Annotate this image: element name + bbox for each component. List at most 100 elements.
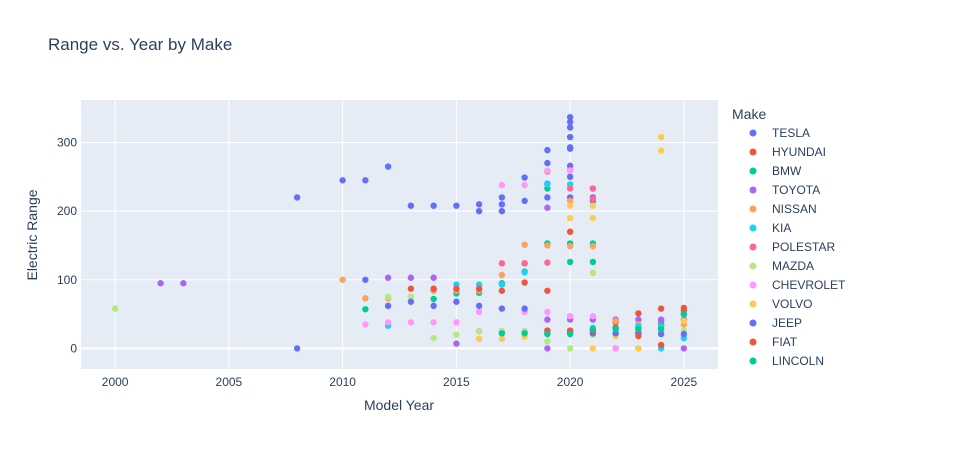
y-tick-label: 100	[57, 273, 77, 287]
data-point	[498, 271, 506, 279]
legend-marker	[749, 281, 757, 289]
data-point	[589, 185, 597, 192]
data-point	[384, 293, 392, 301]
data-point	[635, 325, 642, 333]
y-tick-labels: 0 100 200 300	[57, 136, 77, 356]
legend-item-toyota[interactable]: TOYOTA	[749, 183, 821, 197]
data-point	[544, 181, 551, 188]
data-point	[521, 181, 528, 189]
data-point	[566, 258, 574, 266]
data-point	[544, 204, 551, 211]
legend-label: POLESTAR	[772, 240, 835, 254]
legend-item-polestar[interactable]: POLESTAR	[749, 240, 836, 254]
data-point	[521, 305, 528, 312]
legend-item-fiat[interactable]: FIAT	[749, 335, 798, 349]
data-point	[566, 197, 574, 205]
legend-label: MAZDA	[772, 259, 814, 273]
data-point	[544, 330, 551, 338]
legend-items: TESLA HYUNDAI BMW TOYOTA NISSAN KIA POLESTAR MA…	[749, 126, 847, 368]
data-point	[498, 201, 506, 208]
data-point	[589, 312, 597, 320]
data-point	[498, 207, 506, 215]
legend-item-volvo[interactable]: VOLVO	[749, 297, 813, 311]
data-point	[521, 241, 528, 248]
data-point	[384, 319, 392, 326]
x-tick-label: 2015	[443, 375, 470, 389]
legend-marker	[749, 338, 757, 346]
legend-item-mazda[interactable]: MAZDA	[749, 259, 815, 273]
legend-label: TESLA	[772, 126, 810, 140]
x-axis-label: Model Year	[364, 397, 434, 413]
data-point	[589, 345, 597, 352]
legend-item-chevrolet[interactable]: CHEVROLET	[749, 278, 847, 292]
data-point	[362, 321, 369, 328]
chart-title: Range vs. Year by Make	[48, 35, 232, 54]
data-point	[384, 274, 392, 281]
data-point	[430, 285, 437, 292]
data-point	[589, 202, 597, 209]
legend-item-nissan[interactable]: NISSAN	[749, 202, 817, 216]
data-point	[293, 194, 301, 201]
data-point	[566, 242, 574, 250]
legend-label: KIA	[772, 221, 791, 235]
data-point	[407, 293, 415, 301]
data-point	[657, 305, 665, 312]
data-point	[339, 276, 346, 283]
data-point	[498, 305, 506, 312]
data-point	[566, 214, 574, 222]
legend-label: LINCOLN	[772, 354, 824, 368]
data-point	[680, 345, 688, 352]
data-point	[566, 124, 574, 131]
data-point	[566, 145, 574, 152]
legend-item-bmw[interactable]: BMW	[749, 164, 803, 178]
legend-item-kia[interactable]: KIA	[749, 221, 792, 235]
x-tick-label: 2000	[102, 375, 129, 389]
data-point	[475, 285, 483, 292]
data-point	[475, 302, 483, 310]
data-point	[589, 195, 597, 203]
legend-marker	[749, 357, 757, 365]
data-point	[475, 201, 483, 208]
grid-lines	[81, 100, 718, 369]
data-point	[680, 317, 688, 325]
data-point	[544, 316, 551, 323]
data-point	[544, 308, 551, 316]
legend-item-jeep[interactable]: JEEP	[749, 316, 803, 330]
data-point	[475, 308, 483, 316]
y-axis-label: Electric Range	[24, 189, 40, 280]
data-point	[521, 330, 528, 337]
y-tick-label: 0	[70, 341, 77, 355]
data-point	[521, 260, 528, 267]
legend-item-hyundai[interactable]: HYUNDAI	[749, 145, 827, 159]
data-point	[362, 295, 369, 302]
data-point	[453, 319, 460, 326]
data-points	[111, 113, 688, 352]
data-point	[362, 306, 369, 313]
data-point	[498, 194, 506, 201]
data-point	[521, 269, 528, 276]
legend-label: NISSAN	[772, 202, 817, 216]
data-point	[498, 287, 506, 294]
x-tick-labels: 2000 2005 2010 2015 2020 2025	[102, 375, 698, 389]
data-point	[475, 207, 483, 215]
legend-label: JEEP	[772, 316, 802, 330]
data-point	[566, 133, 574, 141]
data-point	[407, 298, 415, 305]
data-point	[657, 325, 665, 333]
data-point	[384, 163, 392, 170]
data-point	[430, 319, 437, 326]
data-point	[430, 334, 437, 342]
data-point	[498, 260, 506, 267]
data-point	[612, 325, 619, 333]
x-tick-label: 2025	[671, 375, 698, 389]
legend-label: HYUNDAI	[772, 145, 826, 159]
data-point	[566, 202, 574, 209]
plot-area	[81, 100, 718, 369]
data-point	[157, 280, 164, 287]
legend-item-lincoln[interactable]: LINCOLN	[749, 354, 825, 368]
data-point	[544, 287, 551, 294]
data-point	[430, 295, 437, 303]
legend-item-tesla[interactable]: TESLA	[749, 126, 811, 140]
legend-marker	[749, 224, 757, 232]
data-point	[635, 345, 642, 352]
